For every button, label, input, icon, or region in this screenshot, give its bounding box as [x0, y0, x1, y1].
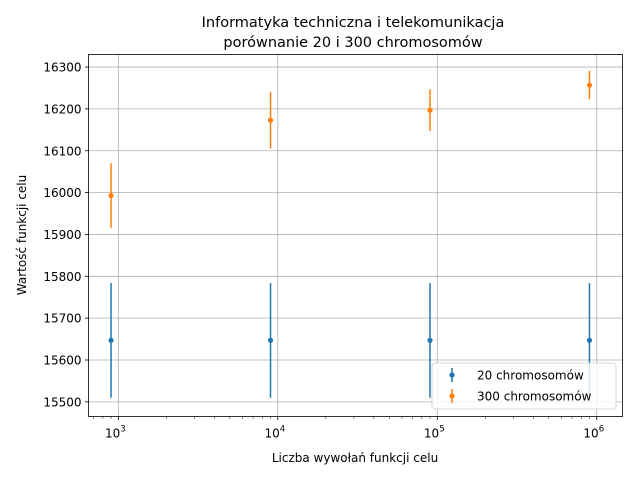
data-point [108, 337, 114, 343]
series-2 [108, 70, 593, 228]
legend-key-marker [449, 393, 455, 399]
x-tick-label: 106 [583, 425, 604, 441]
grid-lines [88, 54, 623, 417]
y-axis-ticks: 15500 15600 15700 15800 15900 16000 16100 16200… [43, 61, 89, 409]
data-point [427, 107, 433, 113]
legend-label: 300 chromosomów [477, 390, 592, 404]
y-tick-label: 15700 [43, 312, 81, 326]
x-axis-label: Liczba wywołań funkcji celu [272, 451, 438, 465]
plot-frame [88, 54, 623, 417]
x-axis-ticks: 103 104 105 106 [93, 416, 604, 441]
data-point [586, 82, 593, 88]
data-point [427, 337, 433, 343]
legend-box [431, 362, 617, 410]
legend-key-marker [449, 372, 455, 378]
y-tick-label: 15900 [43, 228, 81, 242]
legend: 20 chromosomów 300 chromosomów [431, 362, 617, 410]
chart-title-line-2: porównanie 20 i 300 chromosomów [223, 35, 482, 51]
data-point [267, 117, 274, 123]
legend-label: 20 chromosomów [477, 369, 584, 383]
data-point [267, 337, 274, 343]
y-tick-label: 16200 [43, 102, 81, 116]
data-point [108, 192, 114, 199]
y-axis-label: Wartość funkcji celu [15, 175, 29, 295]
y-tick-label: 15600 [43, 354, 81, 368]
y-tick-label: 16300 [43, 61, 81, 75]
x-tick-label: 104 [264, 425, 285, 441]
x-tick-label: 105 [424, 425, 445, 441]
data-point [586, 337, 593, 343]
y-tick-label: 15800 [43, 270, 81, 284]
y-tick-label: 15500 [43, 395, 81, 409]
y-tick-label: 16000 [43, 186, 81, 200]
x-tick-label: 103 [105, 425, 126, 441]
y-tick-label: 16100 [43, 144, 81, 158]
chart-title-line-1: Informatyka techniczna i telekomunikacja [202, 15, 505, 31]
